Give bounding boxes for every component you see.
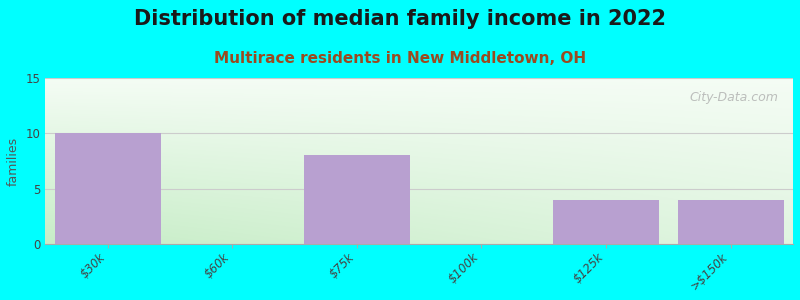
Text: City-Data.com: City-Data.com xyxy=(690,91,778,104)
Bar xyxy=(678,200,784,244)
Text: Distribution of median family income in 2022: Distribution of median family income in … xyxy=(134,9,666,29)
Bar xyxy=(54,133,161,244)
Y-axis label: families: families xyxy=(7,136,20,185)
Bar xyxy=(553,200,659,244)
Text: Multirace residents in New Middletown, OH: Multirace residents in New Middletown, O… xyxy=(214,51,586,66)
Bar xyxy=(304,155,410,244)
